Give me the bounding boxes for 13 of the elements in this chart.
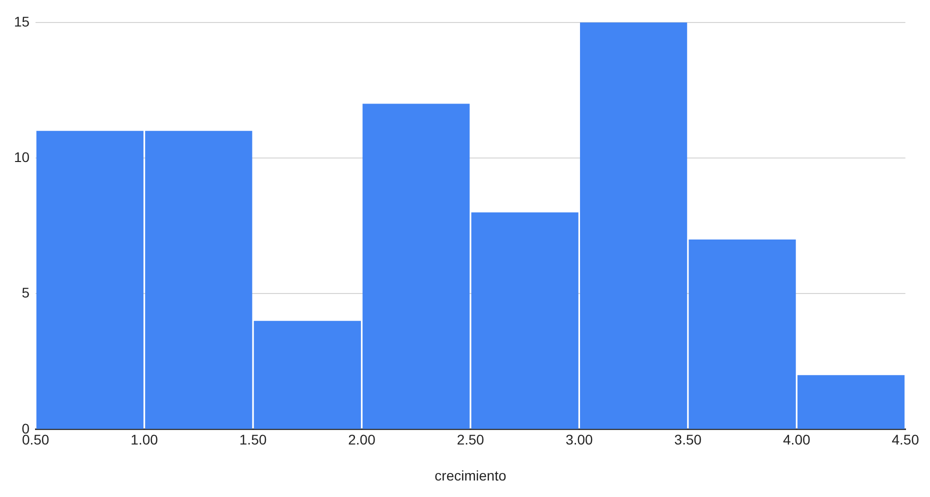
x-tick-label: 4.50 [892, 432, 920, 448]
y-tick-label: 10 [14, 148, 30, 165]
y-tick-label: 0 [22, 420, 30, 436]
x-tick-label: 1.50 [239, 432, 267, 448]
x-tick-label: 4.00 [783, 432, 810, 448]
x-tick-label: 3.50 [674, 432, 702, 448]
x-axis-title: crecimiento [434, 467, 506, 484]
y-tick-label: 5 [22, 284, 30, 301]
x-tick-label: 1.00 [130, 432, 158, 448]
x-tick-label: 2.00 [348, 432, 376, 448]
x-tick-label: 2.50 [456, 432, 484, 448]
y-tick-label: 15 [14, 13, 30, 30]
x-tick-label: 3.00 [566, 432, 594, 448]
